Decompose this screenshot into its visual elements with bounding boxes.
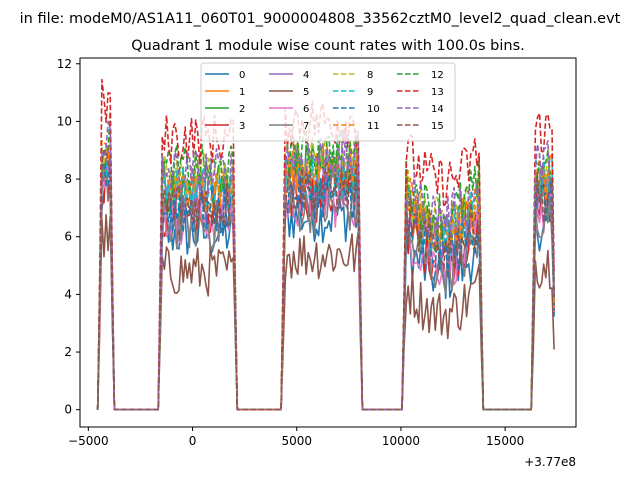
y-tick-label: 4 bbox=[64, 287, 72, 301]
axes-frame bbox=[79, 57, 577, 428]
x-offset-label: +3.77e8 bbox=[524, 455, 576, 469]
legend-label-12: 12 bbox=[431, 70, 444, 81]
figure-suptitle: in file: modeM0/AS1A11_060T01_9000004808… bbox=[20, 11, 621, 27]
x-tick-label: 10000 bbox=[382, 434, 420, 448]
legend-label-1: 1 bbox=[239, 87, 245, 98]
legend-label-6: 6 bbox=[303, 104, 309, 115]
y-tick-label: 0 bbox=[64, 403, 72, 417]
series-line-12 bbox=[96, 110, 555, 411]
x-tick-label: 0 bbox=[189, 434, 197, 448]
legend-label-11: 11 bbox=[367, 121, 380, 132]
x-tick-label: 15000 bbox=[486, 434, 524, 448]
legend-label-3: 3 bbox=[239, 121, 245, 132]
series-line-10 bbox=[96, 152, 555, 411]
series-line-13 bbox=[96, 78, 555, 411]
y-tick-label: 8 bbox=[64, 172, 72, 186]
legend-label-10: 10 bbox=[367, 104, 380, 115]
legend-label-14: 14 bbox=[431, 104, 444, 115]
series-line-5 bbox=[96, 214, 555, 411]
x-tick-label: −5000 bbox=[68, 434, 109, 448]
series-line-14 bbox=[96, 120, 555, 411]
legend-label-5: 5 bbox=[303, 87, 309, 98]
x-tick-label: 5000 bbox=[281, 434, 312, 448]
y-tick-label: 12 bbox=[57, 57, 72, 71]
y-tick-label: 6 bbox=[64, 230, 72, 244]
legend-label-0: 0 bbox=[239, 70, 245, 81]
plot-area bbox=[96, 78, 555, 411]
legend-label-2: 2 bbox=[239, 104, 245, 115]
legend-label-13: 13 bbox=[431, 87, 444, 98]
chart-title: Quadrant 1 module wise count rates with … bbox=[131, 38, 525, 54]
y-tick-label: 2 bbox=[64, 345, 72, 359]
legend-box bbox=[200, 62, 456, 142]
legend-label-9: 9 bbox=[367, 87, 373, 98]
legend-label-7: 7 bbox=[303, 121, 309, 132]
legend-label-4: 4 bbox=[303, 70, 309, 81]
legend-label-15: 15 bbox=[431, 121, 444, 132]
y-axis: 0 2 4 6 8 10 12 bbox=[57, 57, 80, 417]
series-line-15 bbox=[96, 149, 555, 411]
legend-label-8: 8 bbox=[367, 70, 373, 81]
x-axis: −5000 0 5000 10000 15000 bbox=[68, 427, 524, 448]
y-tick-label: 10 bbox=[57, 114, 72, 128]
